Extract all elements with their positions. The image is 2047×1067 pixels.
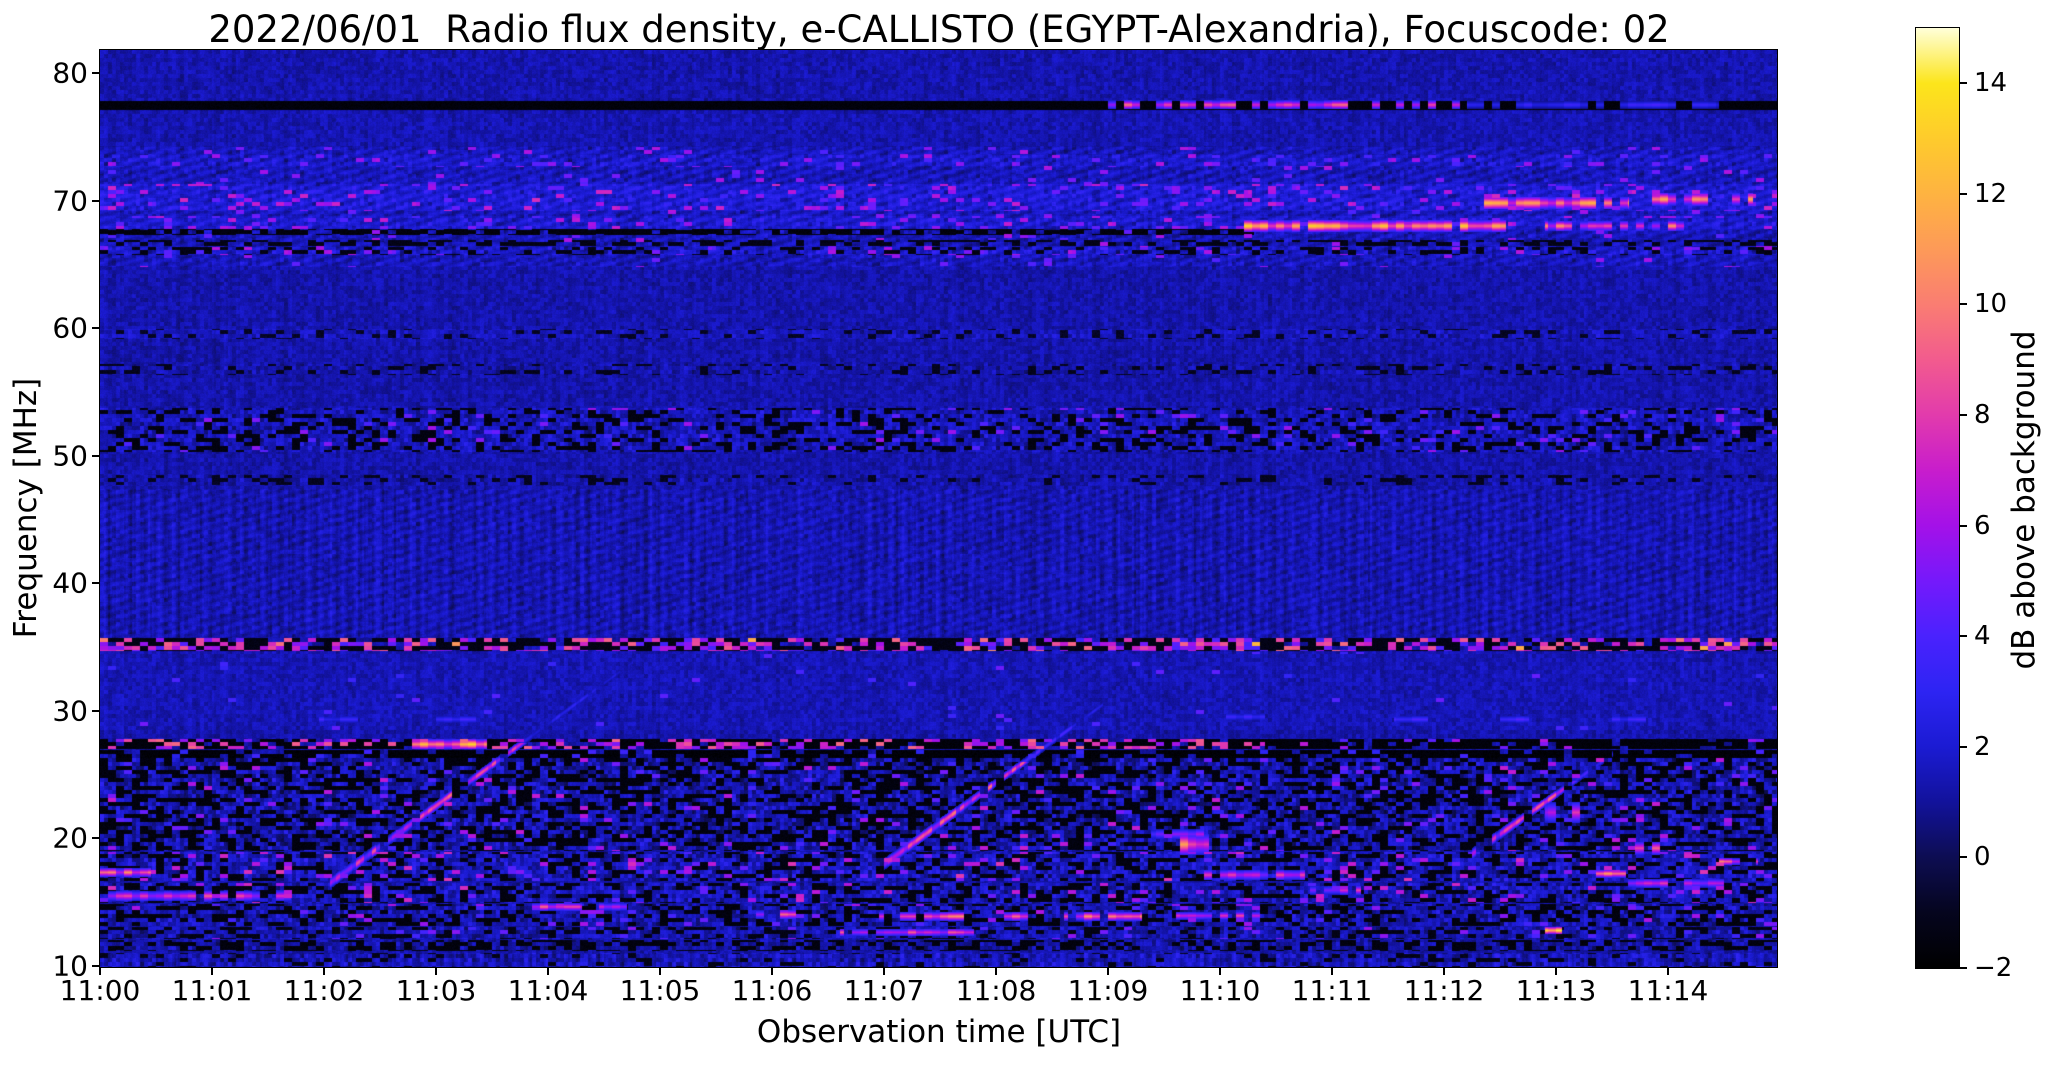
x-tick-label: 11:13 [1515, 974, 1597, 1007]
y-tick-label: 60 [52, 311, 88, 345]
colorbar-tick-label: 4 [1974, 621, 1991, 652]
y-tick-label: 70 [52, 184, 88, 217]
x-tick-mark [1219, 967, 1221, 975]
y-tick-mark [92, 72, 100, 74]
x-tick-label: 11:10 [1179, 974, 1261, 1007]
colorbar-label: dB above background [2006, 330, 2042, 670]
y-tick-mark [92, 837, 100, 839]
x-tick-label: 11:12 [1403, 974, 1485, 1007]
x-tick-mark [99, 967, 101, 975]
x-axis-label: Observation time [UTC] [756, 1014, 1122, 1050]
y-tick-mark [92, 199, 100, 202]
x-tick-label: 11:07 [843, 974, 925, 1007]
y-tick-mark [92, 582, 100, 584]
colorbar-tick-mark [1960, 414, 1967, 417]
x-tick-label: 11:06 [731, 974, 813, 1007]
x-tick-mark [883, 967, 885, 975]
colorbar-tick-mark [1960, 856, 1967, 859]
spectrogram-plot [99, 49, 1778, 968]
plot-title: 2022/06/01 Radio flux density, e-CALLIST… [208, 8, 1670, 51]
x-tick-mark [435, 967, 437, 975]
colorbar-tick-mark [1960, 192, 1967, 195]
y-tick-mark [92, 327, 100, 329]
x-tick-label: 11:11 [1291, 974, 1373, 1007]
x-tick-label: 11:05 [619, 974, 701, 1007]
colorbar-tick-mark [1960, 745, 1967, 748]
y-tick-mark [92, 964, 100, 967]
colorbar [1915, 27, 1960, 969]
colorbar-gradient [1916, 28, 1959, 968]
y-tick-mark [92, 709, 100, 712]
y-tick-label: 40 [52, 566, 88, 600]
x-tick-label: 11:00 [59, 974, 141, 1007]
colorbar-tick-label: 8 [1974, 400, 1991, 431]
x-tick-mark [211, 967, 213, 975]
colorbar-tick-label: 10 [1974, 289, 2008, 320]
x-tick-label: 11:08 [955, 974, 1037, 1007]
colorbar-tick-label: 2 [1974, 731, 1991, 762]
x-tick-label: 11:14 [1627, 974, 1709, 1007]
y-tick-label: 30 [52, 694, 88, 727]
colorbar-tick-mark [1960, 303, 1967, 306]
y-axis-label: Frequency [MHz] [8, 377, 44, 639]
y-tick-label: 50 [52, 439, 88, 472]
colorbar-tick-mark [1960, 967, 1967, 969]
x-tick-mark [1107, 967, 1109, 975]
x-tick-mark [1667, 967, 1669, 975]
colorbar-tick-label: 6 [1974, 510, 1991, 541]
x-tick-mark [995, 967, 997, 975]
y-tick-label: 20 [52, 821, 88, 855]
x-tick-mark [1443, 967, 1445, 975]
colorbar-tick-label: 14 [1974, 68, 2008, 99]
colorbar-tick-label: −2 [1974, 953, 2013, 983]
colorbar-tick-mark [1960, 82, 1967, 85]
y-tick-label: 80 [52, 56, 88, 90]
colorbar-tick-label: 0 [1974, 842, 1991, 873]
x-tick-mark [323, 967, 325, 975]
y-tick-label: 10 [52, 949, 88, 982]
x-tick-label: 11:03 [395, 974, 477, 1007]
x-tick-mark [1331, 967, 1333, 975]
colorbar-tick-mark [1960, 635, 1967, 638]
x-tick-mark [659, 967, 661, 975]
colorbar-tick-mark [1960, 524, 1967, 527]
x-tick-label: 11:01 [171, 974, 253, 1007]
x-tick-mark [547, 967, 549, 975]
spectrogram-canvas [100, 50, 1777, 967]
x-tick-mark [771, 967, 773, 975]
colorbar-tick-label: 12 [1974, 178, 2008, 209]
x-tick-mark [1555, 967, 1557, 975]
x-tick-label: 11:02 [283, 974, 365, 1007]
x-tick-label: 11:09 [1067, 974, 1149, 1007]
y-tick-mark [92, 454, 100, 457]
x-tick-label: 11:04 [507, 974, 589, 1007]
